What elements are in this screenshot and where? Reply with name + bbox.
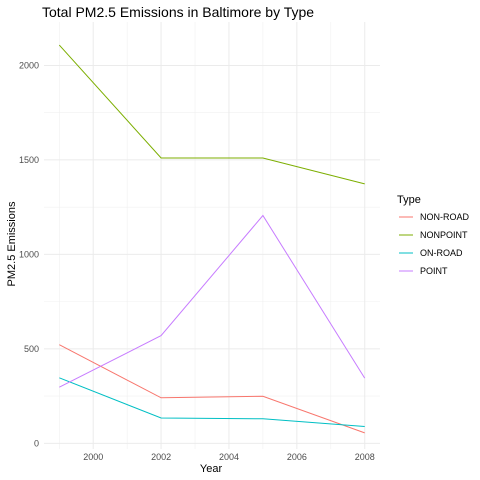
y-axis-title: PM2.5 Emissions — [6, 201, 18, 286]
series-line-on-road — [59, 377, 365, 427]
series-line-nonpoint — [58, 44, 365, 185]
legend-label: POINT — [420, 266, 448, 276]
series-lines — [58, 44, 366, 434]
legend-label: ON-ROAD — [420, 248, 463, 258]
y-tick-label: 1500 — [19, 155, 39, 165]
legend-label: NONPOINT — [420, 230, 468, 240]
x-tick-label: 2008 — [355, 452, 375, 462]
y-tick-label: 500 — [24, 344, 39, 354]
y-tick-label: 0 — [34, 438, 39, 448]
x-tick-label: 2004 — [219, 452, 239, 462]
legend-title: Type — [397, 194, 421, 206]
x-tick-label: 2000 — [83, 452, 103, 462]
x-tick-label: 2006 — [287, 452, 307, 462]
grid — [44, 22, 380, 449]
x-axis-ticks: 2000 2002 2004 2006 2008 — [83, 452, 375, 462]
series-line-point — [59, 214, 366, 388]
y-tick-label: 1000 — [19, 249, 39, 259]
chart-title: Total PM2.5 Emissions in Baltimore by Ty… — [42, 4, 314, 20]
legend-label: NON-ROAD — [420, 212, 469, 222]
legend: Type NON-ROAD NONPOINT ON-ROAD POINT — [397, 194, 469, 276]
x-axis-title: Year — [200, 463, 223, 475]
series-line-non-road — [59, 344, 365, 434]
x-tick-label: 2002 — [151, 452, 171, 462]
y-axis-ticks: 0 500 1000 1500 2000 — [19, 60, 39, 448]
y-tick-label: 2000 — [19, 60, 39, 70]
